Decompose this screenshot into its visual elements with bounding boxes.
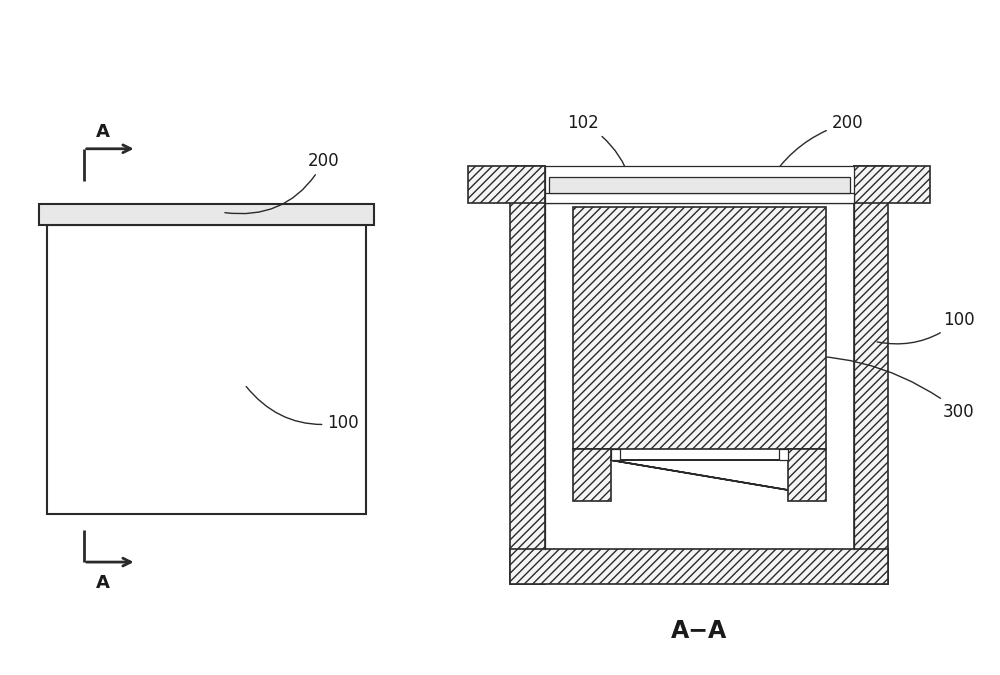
Bar	[788, 449, 826, 501]
Bar	[510, 165, 545, 584]
Text: 300: 300	[773, 356, 975, 421]
Bar	[573, 449, 611, 501]
Bar	[545, 202, 854, 549]
Bar	[47, 225, 366, 514]
Bar	[468, 165, 545, 202]
Bar	[545, 165, 854, 202]
Text: A: A	[96, 574, 110, 592]
Bar	[545, 192, 854, 202]
Text: 200: 200	[225, 152, 340, 214]
Bar	[779, 449, 788, 460]
Bar	[573, 207, 826, 449]
Text: 200: 200	[769, 114, 863, 182]
Text: A−A: A−A	[671, 619, 727, 643]
Bar	[611, 449, 620, 460]
Bar	[611, 449, 788, 501]
Bar	[549, 177, 850, 192]
Text: 100: 100	[246, 387, 359, 431]
Text: A: A	[96, 123, 110, 141]
Polygon shape	[611, 460, 788, 490]
Text: 100: 100	[877, 310, 975, 344]
Text: 102: 102	[567, 114, 630, 180]
Bar	[39, 204, 374, 225]
Bar	[510, 549, 888, 584]
Bar	[854, 165, 930, 202]
Bar	[854, 165, 888, 584]
